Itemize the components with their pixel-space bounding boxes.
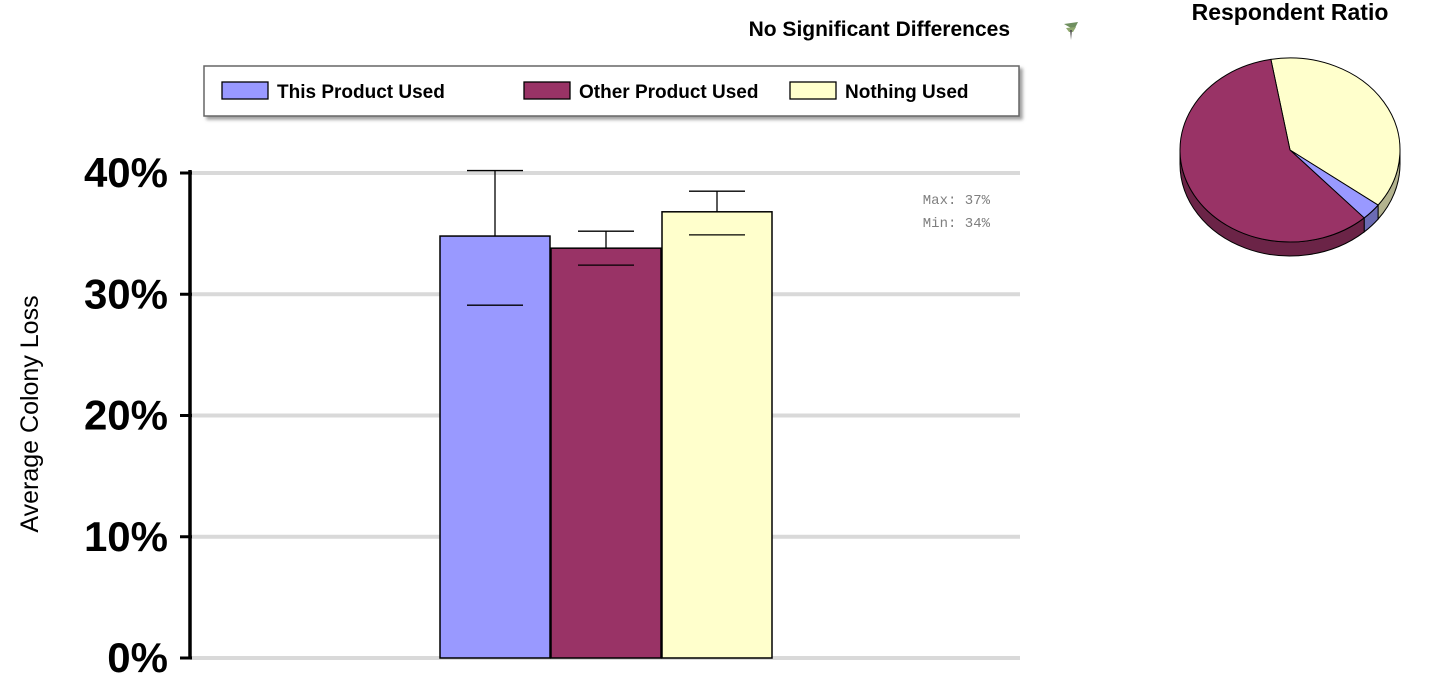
legend-label: Nothing Used bbox=[845, 82, 969, 103]
y-axis: 0% 10% 20% 30% 40% bbox=[84, 149, 192, 676]
error-bars bbox=[467, 169, 745, 306]
legend-swatch bbox=[523, 81, 571, 100]
pie-slice bbox=[1179, 58, 1365, 243]
bee-icon bbox=[1064, 22, 1078, 40]
bars bbox=[439, 211, 773, 659]
y-tick-label: 10% bbox=[84, 513, 168, 560]
pie-title: Respondent Ratio bbox=[1192, 0, 1389, 25]
y-tick-label: 40% bbox=[84, 149, 168, 196]
y-tick-label: 20% bbox=[84, 392, 168, 439]
legend: This Product Used Other Product Used Nothi… bbox=[203, 65, 1020, 117]
legend-box bbox=[203, 65, 1020, 117]
legend-swatch bbox=[789, 81, 837, 100]
pie-chart bbox=[1179, 57, 1401, 257]
legend-label: Other Product Used bbox=[579, 82, 758, 103]
y-axis-label: Average Colony Loss bbox=[16, 295, 44, 532]
bar bbox=[661, 211, 773, 659]
pie-slice bbox=[1270, 57, 1401, 206]
bar bbox=[439, 235, 551, 659]
max-annotation: Max: 37% bbox=[923, 193, 991, 209]
legend-label: This Product Used bbox=[277, 82, 445, 103]
bar bbox=[550, 247, 662, 659]
min-annotation: Min: 34% bbox=[923, 216, 991, 232]
y-tick-label: 0% bbox=[107, 634, 168, 676]
y-tick-label: 30% bbox=[84, 270, 168, 317]
chart-title: No Significant Differences bbox=[749, 18, 1010, 41]
legend-swatch bbox=[221, 81, 269, 100]
